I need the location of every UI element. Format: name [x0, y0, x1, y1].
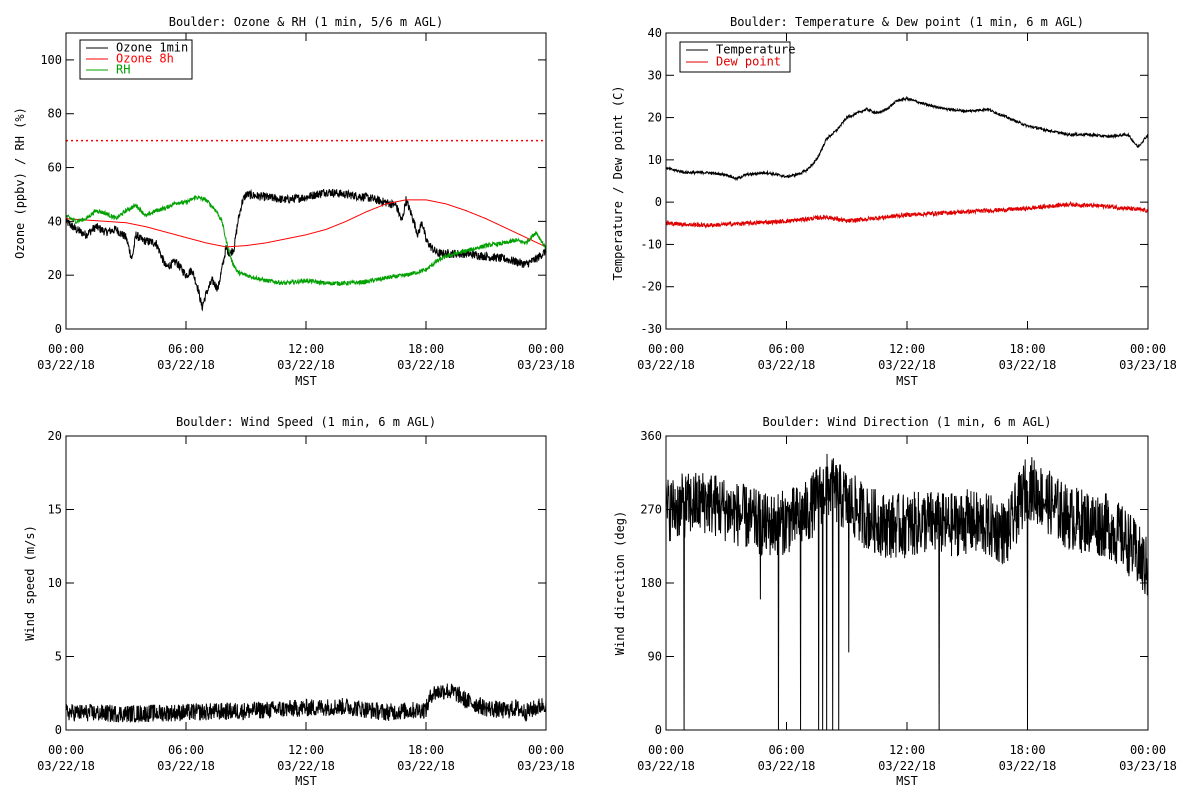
x-tick-time-label: 18:00 [1009, 342, 1045, 356]
x-tick-date-label: 03/23/18 [517, 759, 575, 773]
x-tick-date-label: 03/23/18 [517, 358, 575, 372]
x-tick-time-label: 00:00 [48, 342, 84, 356]
x-tick-date-label: 03/22/18 [758, 358, 816, 372]
chart-temperature-dewpoint: Boulder: Temperature & Dew point (1 min,… [611, 15, 1177, 388]
chart-wind-speed: Boulder: Wind Speed (1 min, 6 m AGL) Win… [23, 415, 575, 788]
y-axis-label: Temperature / Dew point (C) [611, 85, 625, 280]
series-line-2 [66, 194, 546, 287]
y-tick-label: 100 [40, 53, 62, 67]
y-tick-label: 0 [655, 195, 662, 209]
x-tick-date-label: 03/22/18 [397, 358, 455, 372]
x-tick-time-label: 18:00 [408, 342, 444, 356]
y-tick-label: 10 [648, 153, 662, 167]
x-tick-time-label: 18:00 [408, 743, 444, 757]
x-tick-date-label: 03/22/18 [37, 358, 95, 372]
x-axis-label: MST [896, 374, 918, 388]
x-tick-date-label: 03/22/18 [637, 358, 695, 372]
legend-label: Dew point [716, 55, 781, 69]
legend-label: Ozone 1min [116, 41, 188, 55]
x-tick-time-label: 00:00 [1130, 342, 1166, 356]
legend-label: Ozone 8h [116, 52, 174, 66]
x-tick-date-label: 03/22/18 [878, 358, 936, 372]
x-tick-time-label: 12:00 [889, 743, 925, 757]
x-tick-time-label: 00:00 [528, 743, 564, 757]
x-tick-time-label: 06:00 [168, 743, 204, 757]
x-tick-time-label: 00:00 [648, 743, 684, 757]
x-tick-date-label: 03/22/18 [637, 759, 695, 773]
x-tick-time-label: 12:00 [288, 743, 324, 757]
y-tick-label: 0 [655, 723, 662, 737]
x-tick-date-label: 03/22/18 [397, 759, 455, 773]
series-line-1 [66, 199, 546, 248]
x-tick-date-label: 03/22/18 [999, 759, 1057, 773]
y-tick-label: 360 [640, 429, 662, 443]
series-line-0 [666, 95, 1148, 182]
x-tick-time-label: 06:00 [768, 743, 804, 757]
x-tick-time-label: 00:00 [528, 342, 564, 356]
x-tick-date-label: 03/22/18 [157, 358, 215, 372]
x-tick-date-label: 03/22/18 [37, 759, 95, 773]
y-tick-label: -10 [640, 237, 662, 251]
y-tick-label: 60 [48, 161, 62, 175]
y-tick-label: 80 [48, 107, 62, 121]
x-tick-time-label: 06:00 [168, 342, 204, 356]
chart-title: Boulder: Wind Direction (1 min, 6 m AGL) [763, 415, 1052, 429]
x-tick-time-label: 12:00 [288, 342, 324, 356]
y-tick-label: -20 [640, 280, 662, 294]
series-line-0 [66, 683, 546, 724]
legend-label: RH [116, 63, 130, 77]
x-tick-time-label: 00:00 [48, 743, 84, 757]
x-tick-date-label: 03/23/18 [1119, 358, 1177, 372]
x-axis-label: MST [896, 774, 918, 788]
x-tick-date-label: 03/22/18 [758, 759, 816, 773]
series-line-1 [666, 200, 1148, 229]
x-axis-label: MST [295, 374, 317, 388]
x-tick-date-label: 03/23/18 [1119, 759, 1177, 773]
y-tick-label: 0 [55, 723, 62, 737]
y-axis-label: Wind speed (m/s) [23, 525, 37, 641]
x-tick-time-label: 06:00 [768, 342, 804, 356]
chart-ozone-rh: Boulder: Ozone & RH (1 min, 5/6 m AGL) O… [13, 15, 575, 388]
y-tick-label: 15 [48, 503, 62, 517]
x-tick-time-label: 00:00 [1130, 743, 1166, 757]
y-axis-label: Wind direction (deg) [613, 511, 627, 656]
y-tick-label: -30 [640, 322, 662, 336]
x-tick-time-label: 12:00 [889, 342, 925, 356]
y-tick-label: 5 [55, 650, 62, 664]
chart-title: Boulder: Temperature & Dew point (1 min,… [730, 15, 1084, 29]
y-tick-label: 10 [48, 576, 62, 590]
y-tick-label: 20 [48, 268, 62, 282]
y-tick-label: 40 [48, 214, 62, 228]
chart-title: Boulder: Wind Speed (1 min, 6 m AGL) [176, 415, 436, 429]
y-tick-label: 180 [640, 576, 662, 590]
series-line-0 [666, 453, 1148, 730]
chart-title: Boulder: Ozone & RH (1 min, 5/6 m AGL) [169, 15, 444, 29]
y-axis-label: Ozone (ppbv) / RH (%) [13, 107, 27, 259]
x-tick-date-label: 03/22/18 [999, 358, 1057, 372]
x-tick-time-label: 18:00 [1009, 743, 1045, 757]
y-tick-label: 90 [648, 650, 662, 664]
x-axis-label: MST [295, 774, 317, 788]
y-tick-label: 0 [55, 322, 62, 336]
y-tick-label: 40 [648, 26, 662, 40]
y-tick-label: 20 [48, 429, 62, 443]
legend-box [679, 41, 791, 73]
chart-wind-direction: Boulder: Wind Direction (1 min, 6 m AGL)… [613, 415, 1177, 788]
legend-label: Temperature [716, 43, 795, 57]
x-tick-time-label: 00:00 [648, 342, 684, 356]
y-tick-label: 30 [648, 68, 662, 82]
x-tick-date-label: 03/22/18 [878, 759, 936, 773]
x-tick-date-label: 03/22/18 [157, 759, 215, 773]
x-tick-date-label: 03/22/18 [277, 759, 335, 773]
y-tick-label: 20 [648, 111, 662, 125]
y-tick-label: 270 [640, 503, 662, 517]
x-tick-date-label: 03/22/18 [277, 358, 335, 372]
